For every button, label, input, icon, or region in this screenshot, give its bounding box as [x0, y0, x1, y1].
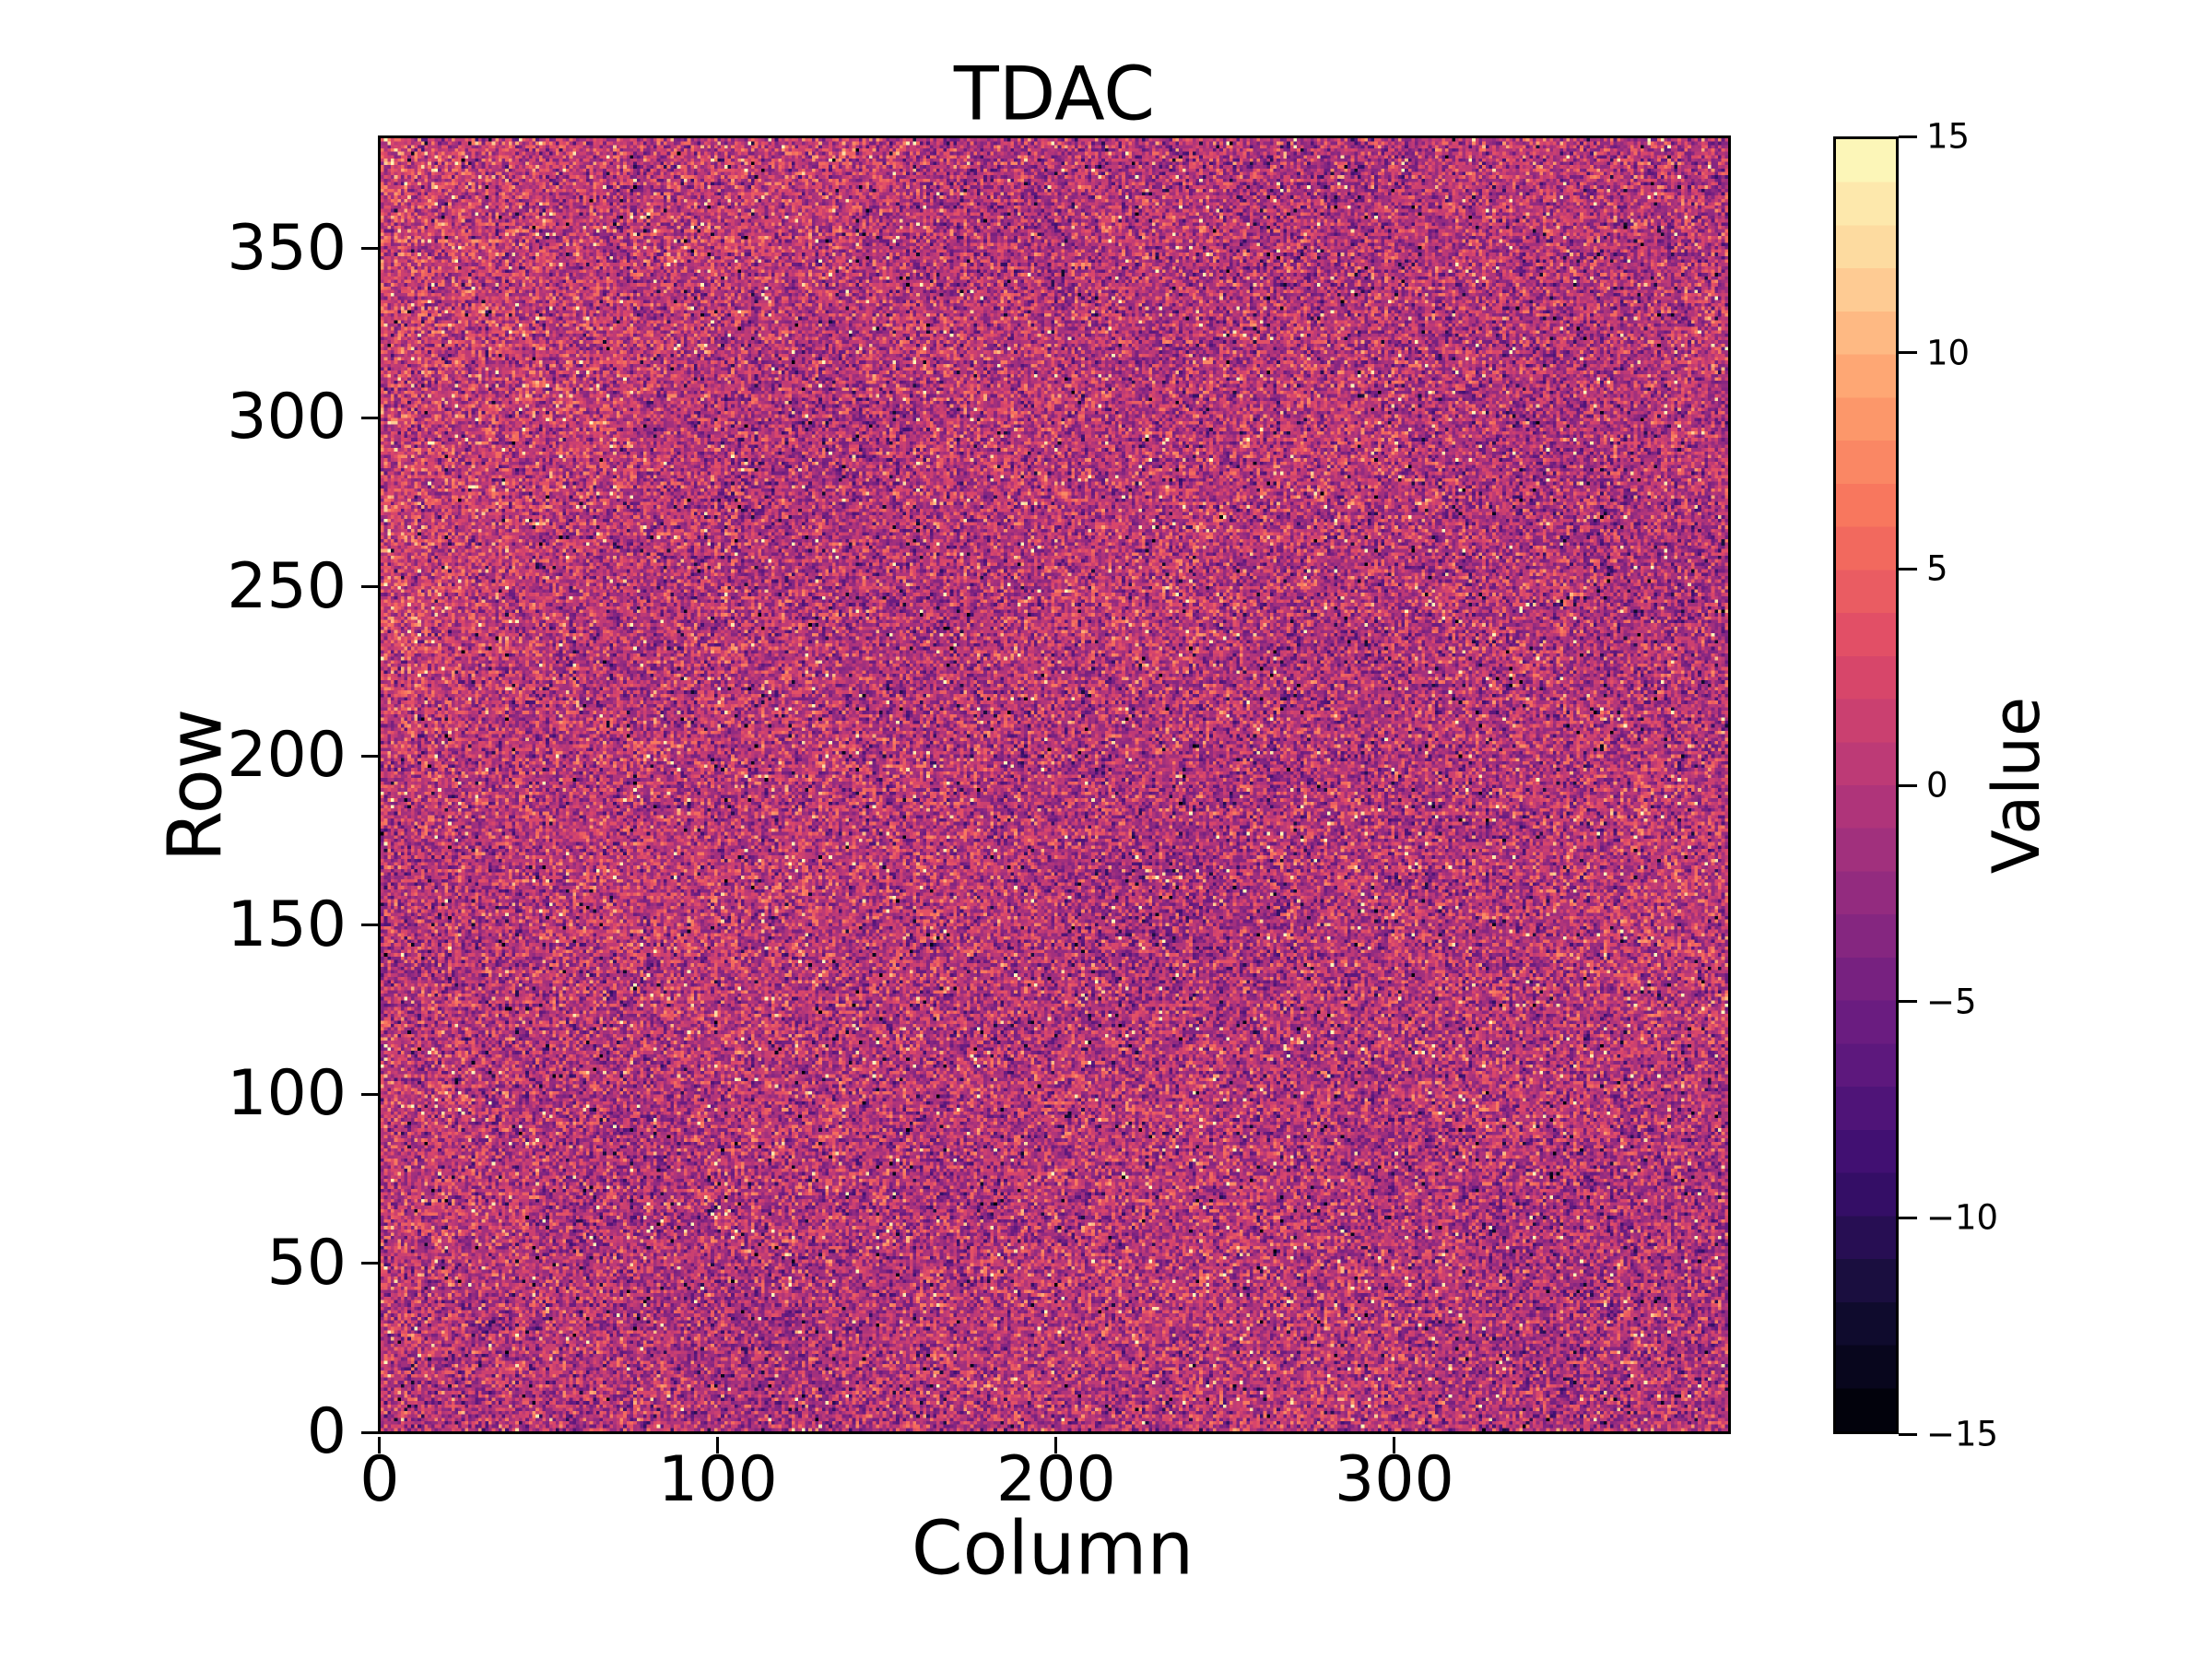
x-tick-mark: [1393, 1437, 1396, 1453]
y-tick-label: 150: [227, 888, 347, 961]
x-tick-label: 200: [995, 1443, 1116, 1516]
x-tick-label: 300: [1334, 1443, 1454, 1516]
y-tick-mark: [361, 1092, 378, 1096]
colorbar-tick-mark: [1899, 567, 1917, 571]
plot-frame: [378, 135, 1731, 1434]
y-tick-label: 350: [227, 211, 347, 285]
y-tick-label: 50: [266, 1226, 347, 1300]
colorbar: [1833, 136, 1899, 1434]
y-tick-mark: [361, 247, 378, 251]
y-tick-mark: [361, 416, 378, 419]
y-tick-label: 100: [227, 1057, 347, 1131]
x-tick-label: 0: [359, 1443, 400, 1516]
y-tick-label: 200: [227, 719, 347, 793]
y-tick-mark: [361, 924, 378, 927]
colorbar-tick-label: −15: [1926, 1414, 1999, 1454]
colorbar-tick-mark: [1899, 1216, 1917, 1219]
x-tick-label: 100: [657, 1443, 778, 1516]
y-tick-mark: [361, 754, 378, 758]
colorbar-tick-mark: [1899, 1000, 1917, 1004]
x-axis-label: Column: [911, 1505, 1194, 1592]
colorbar-tick-label: −5: [1926, 982, 1977, 1022]
colorbar-tick-mark: [1899, 135, 1917, 138]
colorbar-tick-label: 15: [1926, 116, 1971, 157]
chart-title: TDAC: [953, 51, 1156, 137]
colorbar-tick-label: 0: [1926, 765, 1948, 806]
y-tick-label: 250: [227, 549, 347, 623]
x-tick-mark: [378, 1437, 382, 1453]
y-tick-mark: [361, 1430, 378, 1434]
y-axis-label: Row: [152, 708, 239, 863]
y-tick-label: 300: [227, 381, 347, 454]
colorbar-tick-label: 5: [1926, 548, 1948, 589]
x-tick-mark: [716, 1437, 720, 1453]
colorbar-canvas: [1836, 139, 1896, 1431]
x-tick-mark: [1054, 1437, 1058, 1453]
y-tick-mark: [361, 585, 378, 589]
colorbar-tick-mark: [1899, 1432, 1917, 1436]
y-tick-label: 0: [306, 1395, 347, 1469]
colorbar-tick-mark: [1899, 783, 1917, 787]
colorbar-tick-label: −10: [1926, 1197, 1999, 1238]
colorbar-tick-mark: [1899, 351, 1917, 355]
colorbar-label: Value: [1979, 696, 2054, 875]
colorbar-tick-label: 10: [1926, 333, 1971, 373]
y-tick-mark: [361, 1262, 378, 1265]
heatmap-canvas: [381, 138, 1728, 1431]
